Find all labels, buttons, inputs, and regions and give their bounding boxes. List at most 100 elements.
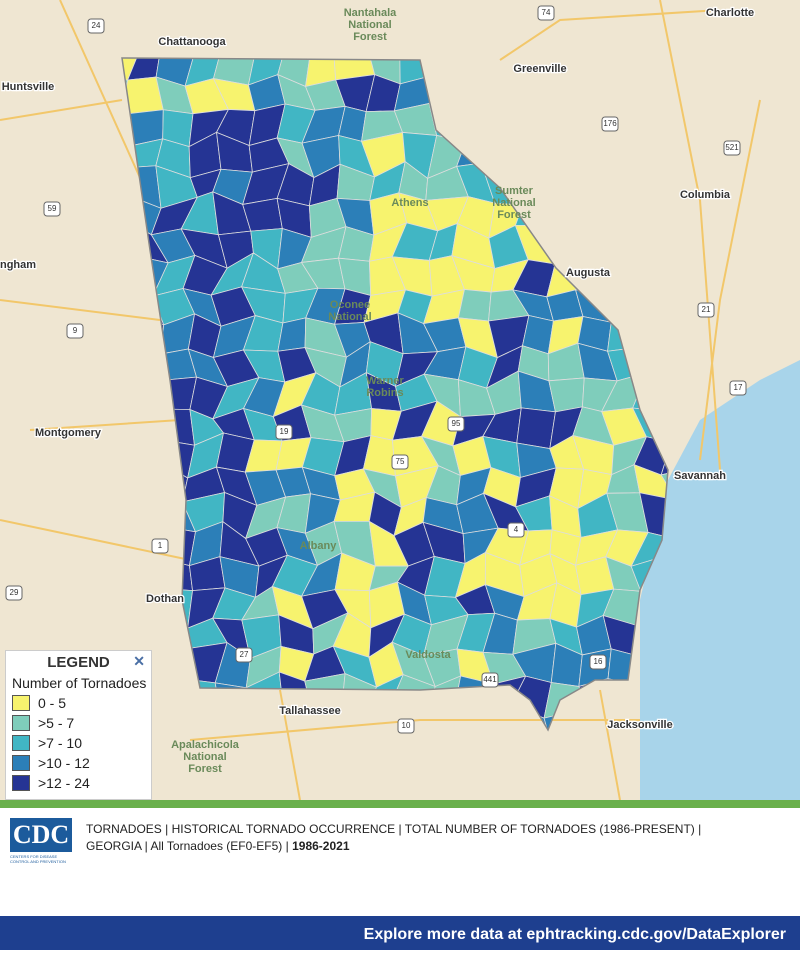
shield xyxy=(589,654,607,670)
forest-label: National xyxy=(328,311,371,323)
legend-label: >5 - 7 xyxy=(38,714,75,731)
legend-swatch xyxy=(12,694,30,711)
place-label: Athens xyxy=(391,197,428,209)
shield-label: 17 xyxy=(734,383,743,392)
shield-label: 75 xyxy=(396,457,405,466)
place-label: Montgomery xyxy=(35,427,102,439)
legend-label: >12 - 24 xyxy=(38,774,90,791)
legend-label: >7 - 10 xyxy=(38,734,82,751)
shield xyxy=(697,302,715,318)
shield-label: 27 xyxy=(240,650,249,659)
place-label: Chattanooga xyxy=(158,36,226,48)
shield xyxy=(481,672,499,688)
roads xyxy=(0,0,761,800)
shield xyxy=(723,140,741,156)
shield-label: 521 xyxy=(725,143,739,152)
legend-label: >10 - 12 xyxy=(38,754,90,771)
legend-label: 0 - 5 xyxy=(38,694,67,711)
divider xyxy=(0,800,800,808)
shield xyxy=(601,116,619,132)
place-label: Dothan xyxy=(146,593,184,605)
legend: LEGEND ✕ Number of Tornadoes 0 - 5 >5 - 7… xyxy=(5,650,152,800)
legend-swatch xyxy=(12,774,30,791)
shield-label: 59 xyxy=(48,204,57,213)
explore-bar[interactable]: Explore more data at ephtracking.cdc.gov… xyxy=(0,916,800,950)
shield-label: 19 xyxy=(280,427,289,436)
place-label: ngham xyxy=(0,259,36,271)
forest-label: National xyxy=(183,751,226,763)
shield-label: 9 xyxy=(73,326,78,335)
forest-label: Forest xyxy=(353,31,387,43)
cdc-logo: CDC xyxy=(10,818,72,852)
forest-label: Nantahala xyxy=(344,7,397,19)
legend-swatch xyxy=(12,734,30,751)
legend-item: >10 - 12 xyxy=(12,754,151,771)
legend-item: >12 - 24 xyxy=(12,774,151,791)
shield xyxy=(151,538,169,554)
place-label: Huntsville xyxy=(2,81,55,93)
shield xyxy=(537,5,555,21)
forest-label: Sumter xyxy=(495,185,534,197)
shield-label: 4 xyxy=(514,525,519,534)
shield-label: 29 xyxy=(10,588,19,597)
shield xyxy=(397,718,415,734)
legend-swatch xyxy=(12,754,30,771)
ocean xyxy=(640,360,800,800)
place-label: Robins xyxy=(366,387,403,399)
shield-label: 441 xyxy=(483,675,497,684)
place-label: Albany xyxy=(300,540,338,552)
shield-label: 95 xyxy=(452,419,461,428)
county xyxy=(516,407,556,450)
forest-label: National xyxy=(492,197,535,209)
shield-label: 16 xyxy=(594,657,603,666)
shield-label: 10 xyxy=(402,721,411,730)
shield xyxy=(447,416,465,432)
footer-text: GEORGIA | All Tornadoes (EF0-EF5) | xyxy=(86,839,289,853)
place-label: Jacksonville xyxy=(607,719,672,731)
shield xyxy=(87,18,105,34)
place-label: Warner xyxy=(366,375,404,387)
forest-label: Apalachicola xyxy=(171,739,240,751)
footer: CDC CENTERS FOR DISEASE CONTROL AND PREV… xyxy=(0,808,800,916)
shield-label: 1 xyxy=(158,541,163,550)
place-label: Augusta xyxy=(566,267,611,279)
explore-link[interactable]: Explore more data at ephtracking.cdc.gov… xyxy=(363,926,786,943)
footer-years: 1986-2021 xyxy=(292,839,350,853)
legend-item: 0 - 5 xyxy=(12,694,151,711)
forest-label: Oconee xyxy=(330,299,370,311)
forest-label: Forest xyxy=(188,763,222,775)
legend-title: LEGEND xyxy=(47,654,110,671)
county xyxy=(548,377,585,413)
shield xyxy=(507,522,525,538)
shield xyxy=(66,323,84,339)
shield xyxy=(391,454,409,470)
place-label: Charlotte xyxy=(706,7,754,19)
footer-line: GEORGIA | All Tornadoes (EF0-EF5) | 1986… xyxy=(86,839,350,853)
legend-items: 0 - 5 >5 - 7 >7 - 10 >10 - 12 >12 - 24 xyxy=(6,694,151,791)
shield xyxy=(5,585,23,601)
cdc-logo-sub: CENTERS FOR DISEASE CONTROL AND PREVENTI… xyxy=(10,854,66,864)
shield xyxy=(729,380,747,396)
place-label: Tallahassee xyxy=(279,705,341,717)
county xyxy=(457,289,492,322)
legend-close[interactable]: ✕ xyxy=(133,653,145,669)
place-label: Columbia xyxy=(680,189,731,201)
legend-item: >5 - 7 xyxy=(12,714,151,731)
forest-label: Forest xyxy=(497,209,531,221)
place-label: Valdosta xyxy=(405,649,451,661)
shield-label: 21 xyxy=(702,305,711,314)
place-label: Greenville xyxy=(513,63,566,75)
legend-swatch xyxy=(12,714,30,731)
shield xyxy=(275,424,293,440)
shield-label: 24 xyxy=(92,21,101,30)
footer-line: TORNADOES | HISTORICAL TORNADO OCCURRENC… xyxy=(86,822,702,836)
legend-item: >7 - 10 xyxy=(12,734,151,751)
forest-label: National xyxy=(348,19,391,31)
place-label: Savannah xyxy=(674,470,726,482)
shield-label: 74 xyxy=(542,8,551,17)
shield xyxy=(43,201,61,217)
legend-subtitle: Number of Tornadoes xyxy=(12,675,147,691)
shield xyxy=(235,647,253,663)
highway-shields: 24 74 176 521 59 9 21 17 1 29 10 27 75 16 19 441 95 4 xyxy=(5,5,747,734)
